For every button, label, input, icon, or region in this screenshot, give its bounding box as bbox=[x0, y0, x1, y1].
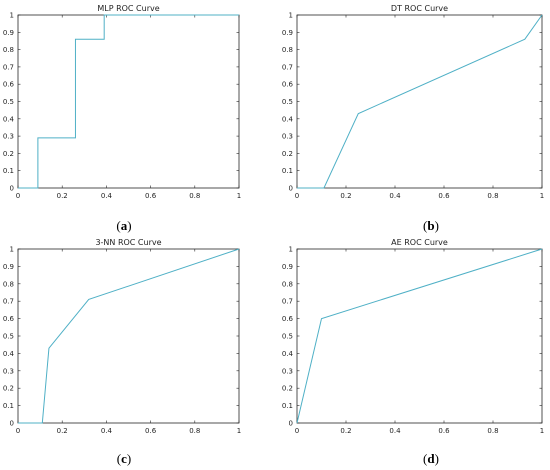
roc-curve-line bbox=[296, 248, 543, 424]
y-tick-label: 0.4 bbox=[3, 115, 15, 123]
x-tick-label: 0.8 bbox=[189, 427, 200, 435]
x-tick-label: 0.8 bbox=[487, 192, 498, 200]
y-tick-label: 0.3 bbox=[3, 133, 14, 141]
y-tick-label: 0.1 bbox=[3, 167, 14, 175]
chart-svg-a: MLP ROC Curve 0 0.2 0.4 0.6 0.8 1 0 0.1 0.2 0.3 0.4… bbox=[3, 4, 241, 200]
y-tick-label: 0 bbox=[289, 185, 293, 193]
x-tick-label: 0.4 bbox=[389, 427, 401, 435]
y-tick-label: 0.3 bbox=[282, 367, 293, 375]
plot-area-frame bbox=[296, 248, 543, 424]
x-tick-label: 0 bbox=[295, 192, 299, 200]
x-tick-label: 0.8 bbox=[487, 427, 498, 435]
y-tick-label: 0.9 bbox=[282, 263, 293, 271]
chart-title: DT ROC Curve bbox=[391, 4, 448, 13]
x-tick-label: 0.6 bbox=[438, 192, 450, 200]
chart-title: MLP ROC Curve bbox=[97, 4, 159, 13]
y-tick-label: 1 bbox=[289, 246, 293, 254]
chart-title: AE ROC Curve bbox=[391, 238, 448, 247]
y-tick-label: 0.7 bbox=[3, 63, 14, 71]
y-tick-label: 0.7 bbox=[282, 298, 293, 306]
x-tick-label: 0.8 bbox=[189, 192, 200, 200]
chart-svg-b: DT ROC Curve 0 0.2 0.4 0.6 0.8 1 0 0.1 0.2 0.3 0.4 0… bbox=[282, 4, 544, 200]
y-tick-label: 0.2 bbox=[3, 150, 14, 158]
x-tick-label: 0 bbox=[16, 192, 20, 200]
x-tick-label: 0.6 bbox=[145, 427, 157, 435]
y-tick-label: 0.2 bbox=[3, 385, 14, 393]
x-tick-label: 0.4 bbox=[101, 427, 113, 435]
y-tick-label: 0.1 bbox=[282, 402, 293, 410]
y-tick-label: 0.9 bbox=[3, 29, 14, 37]
x-tick-label: 0.6 bbox=[145, 192, 157, 200]
y-tick-label: 0.8 bbox=[3, 280, 14, 288]
caption-d: (d) bbox=[423, 451, 439, 466]
chart-svg-c: 3-NN ROC Curve 0 0.2 0.4 0.6 0.8 1 0 0.1 0.2 0.3 0.… bbox=[3, 238, 241, 435]
chart-panel-a: MLP ROC Curve 0 0.2 0.4 0.6 0.8 1 0 0.1 0.2 0.3 0.4… bbox=[0, 0, 275, 235]
y-tick-label: 0.5 bbox=[282, 333, 293, 341]
y-tick-label: 0 bbox=[10, 185, 14, 193]
chart-panel-c: 3-NN ROC Curve 0 0.2 0.4 0.6 0.8 1 0 0.1 0.2 0.3 0.… bbox=[0, 235, 275, 470]
x-tick-label: 0.2 bbox=[57, 427, 68, 435]
y-tick-label: 0.7 bbox=[282, 63, 293, 71]
x-tick-label: 0.2 bbox=[57, 192, 68, 200]
y-tick-label: 1 bbox=[10, 246, 14, 254]
y-tick-label: 0.9 bbox=[3, 263, 14, 271]
x-tick-label: 0.4 bbox=[389, 192, 401, 200]
y-tick-label: 0.4 bbox=[282, 115, 294, 123]
x-tick-label: 1 bbox=[540, 192, 544, 200]
caption-c: (c) bbox=[116, 451, 132, 466]
y-tick-label: 0.6 bbox=[282, 81, 294, 89]
plot-area-frame bbox=[17, 248, 240, 424]
caption-b: (b) bbox=[423, 218, 439, 233]
y-tick-label: 0.5 bbox=[3, 333, 14, 341]
y-tick-label: 0.5 bbox=[3, 98, 14, 106]
y-tick-label: 0.5 bbox=[282, 98, 293, 106]
x-tick-label: 1 bbox=[540, 427, 544, 435]
y-tick-label: 0.1 bbox=[3, 402, 14, 410]
chart-title: 3-NN ROC Curve bbox=[95, 238, 161, 247]
y-tick-label: 0.8 bbox=[3, 46, 14, 54]
roc-curve-line bbox=[297, 14, 543, 189]
y-tick-label: 0.9 bbox=[282, 29, 293, 37]
y-tick-label: 0.6 bbox=[282, 315, 294, 323]
caption-a: (a) bbox=[116, 218, 132, 233]
x-tick-label: 0 bbox=[295, 427, 299, 435]
chart-svg-d: AE ROC Curve 0 0.2 0.4 0.6 0.8 1 0 0.1 0.2 0.3 0.4 0… bbox=[282, 238, 544, 435]
x-tick-label: 0 bbox=[16, 427, 20, 435]
y-tick-label: 0.1 bbox=[282, 167, 293, 175]
y-tick-label: 0.4 bbox=[3, 350, 15, 358]
y-tick-label: 1 bbox=[289, 12, 293, 20]
plot-area-frame bbox=[296, 14, 543, 189]
x-tick-label: 0.2 bbox=[340, 427, 351, 435]
x-tick-label: 1 bbox=[237, 192, 241, 200]
y-tick-label: 0.3 bbox=[282, 133, 293, 141]
y-tick-label: 0.8 bbox=[282, 46, 293, 54]
y-tick-label: 0.6 bbox=[3, 81, 15, 89]
y-tick-label: 1 bbox=[10, 12, 14, 20]
y-tick-label: 0.7 bbox=[3, 298, 14, 306]
roc-curve-line bbox=[18, 14, 239, 189]
y-tick-label: 0.6 bbox=[3, 315, 15, 323]
y-tick-label: 0.8 bbox=[282, 280, 293, 288]
x-tick-label: 0.6 bbox=[438, 427, 450, 435]
y-tick-label: 0.3 bbox=[3, 367, 14, 375]
y-tick-label: 0.2 bbox=[282, 150, 293, 158]
plot-area-frame bbox=[17, 14, 240, 189]
chart-panel-d: AE ROC Curve 0 0.2 0.4 0.6 0.8 1 0 0.1 0.2 0.3 0.4 0… bbox=[275, 235, 550, 470]
y-tick-label: 0.2 bbox=[282, 385, 293, 393]
x-tick-label: 0.4 bbox=[101, 192, 113, 200]
y-tick-label: 0.4 bbox=[282, 350, 294, 358]
x-tick-label: 0.2 bbox=[340, 192, 351, 200]
y-tick-label: 0 bbox=[10, 420, 14, 428]
y-tick-label: 0 bbox=[289, 420, 293, 428]
chart-panel-b: DT ROC Curve 0 0.2 0.4 0.6 0.8 1 0 0.1 0.2 0.3 0.4 0… bbox=[275, 0, 550, 235]
x-tick-label: 1 bbox=[237, 427, 241, 435]
roc-curve-line bbox=[18, 248, 240, 424]
